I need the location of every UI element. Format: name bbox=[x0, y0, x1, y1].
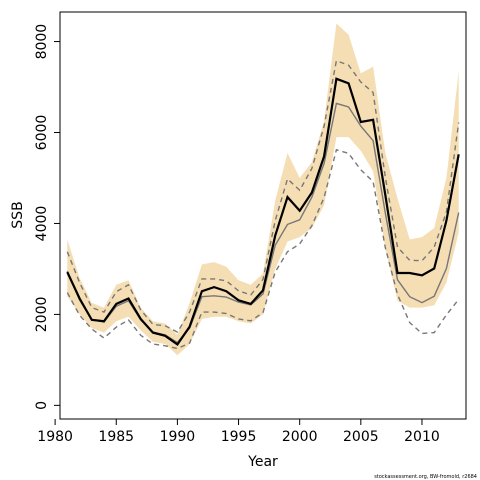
y-tick-label-6000: 6000 bbox=[34, 115, 50, 151]
confidence-band bbox=[67, 23, 459, 356]
footer-note: stockassessment.org, BW-fromold, r2684 bbox=[374, 474, 477, 480]
x-axis-title: Year bbox=[247, 454, 278, 470]
x-tick-label-2000: 2000 bbox=[282, 429, 318, 445]
x-tick-label-2005: 2005 bbox=[343, 429, 379, 445]
axis-layer: 1980 1985 1990 1995 2000 2005 2010 0 2000 4000 600… bbox=[34, 24, 440, 445]
series-layer bbox=[66, 23, 460, 356]
lower-dashed-line bbox=[66, 148, 460, 350]
upper-dashed-line bbox=[66, 59, 460, 334]
y-tick-label-4000: 4000 bbox=[34, 206, 50, 242]
plot-frame bbox=[59, 11, 467, 420]
x-tick-label-1985: 1985 bbox=[98, 429, 134, 445]
y-axis-title: SSB bbox=[10, 201, 26, 228]
y-tick-label-8000: 8000 bbox=[34, 24, 50, 60]
x-tick-label-1990: 1990 bbox=[160, 429, 196, 445]
x-tick-label-2010: 2010 bbox=[404, 429, 440, 445]
x-tick-label-1995: 1995 bbox=[221, 429, 257, 445]
x-tick-label-1980: 1980 bbox=[37, 429, 73, 445]
y-tick-label-2000: 2000 bbox=[34, 297, 50, 333]
y-tick-label-0: 0 bbox=[34, 401, 50, 410]
central-line bbox=[66, 77, 460, 346]
